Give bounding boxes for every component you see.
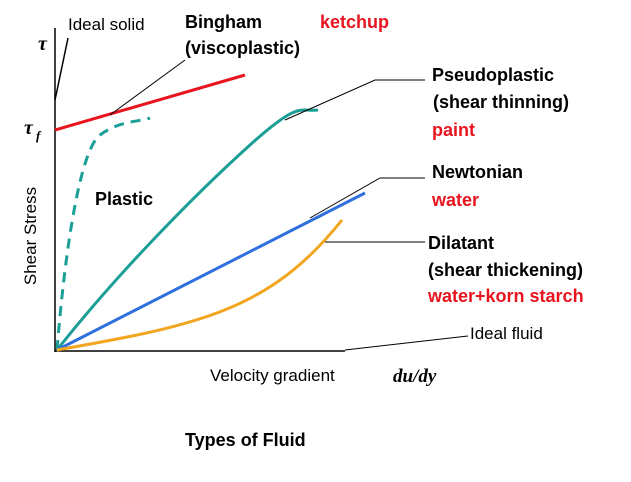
leader (309, 177, 425, 219)
curve-name: Plastic (95, 189, 153, 209)
title: Types of Fluid (185, 430, 306, 450)
bingham-line (54, 73, 246, 132)
leader (109, 59, 186, 116)
curve-example: water (431, 190, 479, 210)
yield-symbol: τ (24, 117, 34, 139)
x-axis-label: Velocity gradient (210, 366, 335, 385)
curve-detail: (shear thickening) (428, 260, 583, 280)
curve-name: Newtonian (432, 162, 523, 182)
curve-example: ketchup (320, 12, 389, 32)
yield-subscript: f (36, 128, 42, 143)
curve-name: Pseudoplastic (432, 65, 554, 85)
pseudoplastic-curve (55, 108, 319, 351)
leader (344, 335, 469, 351)
curve-name: Bingham (185, 12, 262, 32)
dilatant-curve (56, 219, 344, 352)
y-symbol: τ (38, 33, 48, 55)
leader (284, 79, 425, 121)
curve-example: paint (432, 120, 475, 140)
curve-detail: (shear thinning) (428, 92, 569, 112)
curve-example: water+korn starch (427, 286, 584, 306)
newtonian-line (56, 191, 366, 352)
plastic-curve (55, 116, 151, 351)
ideal-solid-line (54, 37, 69, 101)
curve-detail: (viscoplastic) (185, 38, 300, 58)
curve-name: Dilatant (428, 233, 494, 253)
curve-name: Ideal solid (68, 15, 145, 34)
y-axis-label: Shear Stress (21, 187, 40, 285)
x-symbol: du/dy (393, 366, 437, 387)
curve-name: Ideal fluid (470, 324, 543, 343)
